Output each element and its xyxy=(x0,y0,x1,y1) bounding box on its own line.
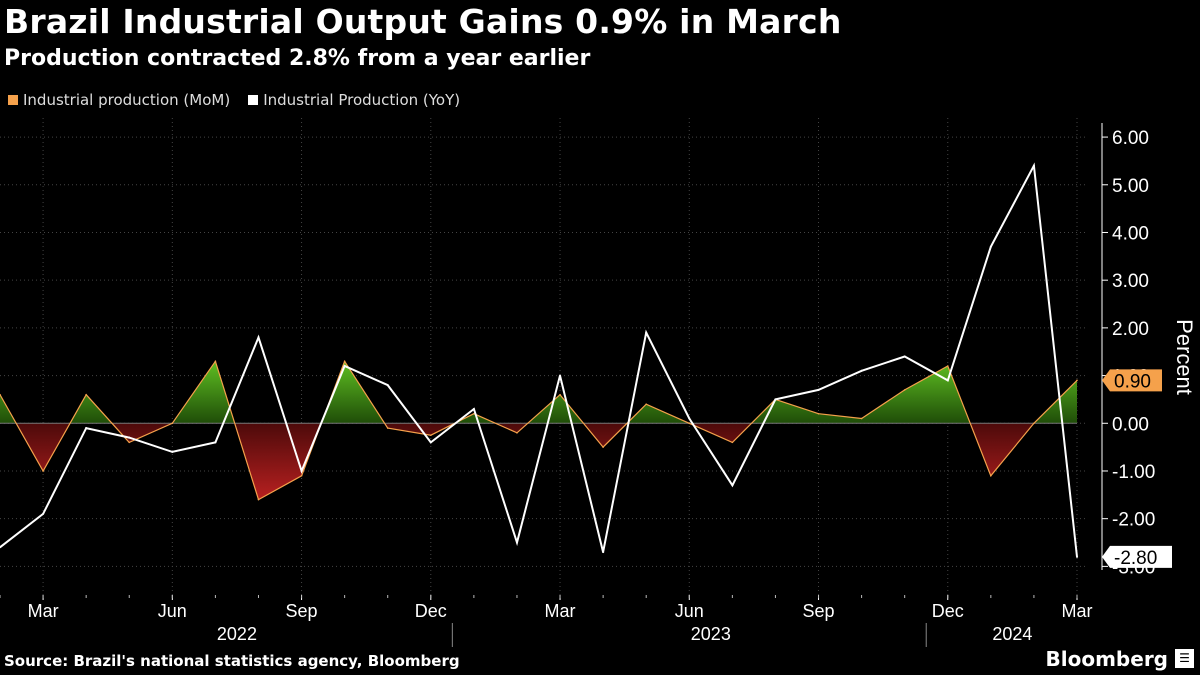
mom-point-2 xyxy=(85,393,87,396)
bloomberg-terminal-icon: ☰ xyxy=(1175,649,1194,668)
legend-item-mom: Industrial production (MoM) xyxy=(8,91,230,109)
mom-negative-area xyxy=(0,423,1077,500)
year-label-1: 2023 xyxy=(691,624,731,644)
x-tick-label-0: Mar xyxy=(28,601,59,621)
x-tick-label-2: Sep xyxy=(286,601,318,621)
yoy-point-0 xyxy=(0,546,1,549)
yoy-point-13 xyxy=(559,374,562,377)
yoy-point-2 xyxy=(85,427,88,430)
mom-point-8 xyxy=(343,360,346,363)
legend-swatch-mom xyxy=(8,95,18,105)
year-label-2: 2024 xyxy=(992,624,1032,644)
legend-label-yoy: Industrial Production (YoY) xyxy=(263,91,461,109)
y-tick-label-1: 5.00 xyxy=(1112,176,1149,197)
yoy-point-10 xyxy=(429,441,432,444)
yoy-point-3 xyxy=(128,436,131,439)
mom-point-22 xyxy=(946,365,949,367)
yoy-series-line xyxy=(0,162,1078,557)
yoy-point-11 xyxy=(472,407,475,410)
yoy-point-17 xyxy=(731,484,734,487)
yoy-point-12 xyxy=(515,541,518,544)
x-tick-label-4: Mar xyxy=(545,601,576,621)
yoy-point-15 xyxy=(645,331,648,334)
mom-point-21 xyxy=(903,389,906,391)
latest-badge-0 xyxy=(1102,369,1162,392)
mom-point-20 xyxy=(860,417,863,420)
mom-point-25 xyxy=(1076,379,1078,382)
yoy-point-22 xyxy=(946,379,949,382)
mom-point-16 xyxy=(688,422,691,425)
year-label-0: 2022 xyxy=(217,624,257,644)
mom-point-10 xyxy=(430,434,432,437)
x-tick-label-5: Jun xyxy=(675,601,704,621)
x-tick-label-3: Dec xyxy=(415,601,447,621)
latest-badge-1 xyxy=(1102,545,1172,568)
yoy-point-25 xyxy=(1076,555,1078,558)
mom-point-9 xyxy=(386,427,389,429)
legend: Industrial production (MoM) Industrial P… xyxy=(8,91,460,109)
yoy-point-5 xyxy=(214,441,217,444)
mom-point-5 xyxy=(214,360,217,363)
y-tick-label-7: -1.00 xyxy=(1112,462,1155,483)
mom-point-1 xyxy=(42,470,44,472)
brand-logo: Bloomberg xyxy=(1045,647,1168,671)
yoy-point-8 xyxy=(343,365,346,368)
mom-positive-area xyxy=(0,361,1077,424)
y-tick-label-3: 3.00 xyxy=(1112,271,1149,292)
mom-point-14 xyxy=(602,446,604,448)
yoy-point-24 xyxy=(1032,164,1035,167)
yoy-point-18 xyxy=(774,398,777,401)
yoy-point-20 xyxy=(860,369,863,372)
mom-series-line xyxy=(0,359,1078,501)
mom-point-12 xyxy=(516,432,518,434)
yoy-point-7 xyxy=(300,469,303,472)
x-tick-label-8: Mar xyxy=(1062,601,1093,621)
y-tick-label-0: 6.00 xyxy=(1112,128,1149,149)
mom-point-6 xyxy=(257,498,260,501)
yoy-point-23 xyxy=(989,245,992,248)
y-tick-label-2: 4.00 xyxy=(1112,223,1149,244)
latest-badge-label-0: 0.90 xyxy=(1114,371,1151,392)
mom-point-13 xyxy=(559,393,561,396)
mom-point-17 xyxy=(731,441,734,444)
y-axis-title: Percent xyxy=(1172,319,1197,395)
y-tick-label-4: 2.00 xyxy=(1112,319,1149,340)
yoy-point-4 xyxy=(171,450,174,453)
legend-item-yoy: Industrial Production (YoY) xyxy=(248,91,460,109)
yoy-point-9 xyxy=(386,384,389,387)
legend-label-mom: Industrial production (MoM) xyxy=(23,91,231,109)
mom-point-23 xyxy=(990,474,992,477)
y-tick-label-8: -2.00 xyxy=(1112,510,1155,531)
y-tick-label-6: 0.00 xyxy=(1112,414,1149,435)
mom-point-0 xyxy=(0,393,1,396)
chart-title: Brazil Industrial Output Gains 0.9% in M… xyxy=(4,2,842,41)
yoy-point-19 xyxy=(817,388,820,391)
yoy-point-16 xyxy=(688,417,691,420)
mom-point-7 xyxy=(300,474,303,477)
mom-point-24 xyxy=(1033,422,1035,425)
yoy-point-14 xyxy=(602,551,605,554)
mom-point-19 xyxy=(817,412,820,415)
mom-point-15 xyxy=(645,403,647,406)
mom-point-4 xyxy=(171,422,174,425)
yoy-point-1 xyxy=(42,512,45,515)
yoy-point-6 xyxy=(257,336,260,339)
legend-swatch-yoy xyxy=(248,95,259,105)
x-tick-label-1: Jun xyxy=(158,601,187,621)
x-tick-label-6: Sep xyxy=(803,601,835,621)
mom-point-3 xyxy=(128,441,131,444)
latest-badge-label-1: -2.80 xyxy=(1114,548,1157,569)
source-note: Source: Brazil's national statistics age… xyxy=(4,652,460,670)
x-tick-label-7: Dec xyxy=(932,601,964,621)
yoy-point-21 xyxy=(903,355,906,358)
chart-subtitle: Production contracted 2.8% from a year e… xyxy=(4,46,591,71)
